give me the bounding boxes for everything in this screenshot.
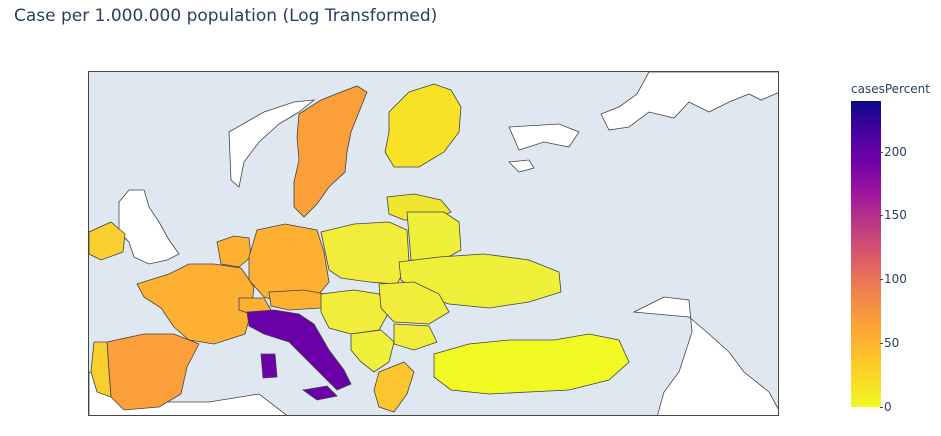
map-plot-area[interactable] (88, 71, 779, 416)
country-italy-sardinia[interactable] (260, 353, 278, 379)
land-north-island (508, 123, 580, 151)
country-bulgaria[interactable] (393, 323, 438, 351)
land-middle-east (632, 296, 778, 415)
country-belarus[interactable] (406, 211, 462, 263)
country-italy-sicily[interactable] (301, 385, 338, 401)
colorbar-tick-0: 0 (880, 400, 892, 414)
colorbar-tick-200: 200 (880, 145, 907, 159)
country-sweden[interactable] (293, 85, 368, 218)
land-norway-coast (228, 99, 316, 188)
land-lake (508, 159, 535, 173)
country-turkey[interactable] (433, 333, 630, 395)
europe-map[interactable] (89, 72, 779, 416)
country-finland[interactable] (384, 83, 462, 168)
colorbar (851, 101, 881, 407)
chart-title: Case per 1.000.000 population (Log Trans… (14, 6, 438, 26)
country-romania[interactable] (378, 281, 450, 325)
country-ireland[interactable] (89, 221, 126, 261)
land-northeast (600, 72, 778, 131)
country-italy[interactable] (246, 309, 352, 391)
country-france[interactable] (136, 263, 255, 345)
country-greece[interactable] (373, 361, 415, 413)
country-austria[interactable] (268, 289, 326, 311)
colorbar-tick-50: 50 (879, 336, 900, 350)
country-serbia[interactable] (350, 329, 395, 373)
colorbar-title: casesPercent (851, 82, 930, 96)
colorbar-tick-150: 150 (880, 208, 907, 222)
country-portugal[interactable] (90, 341, 112, 398)
colorbar-tick-100: 100 (880, 272, 907, 286)
land-great-britain (118, 189, 180, 265)
country-hungary[interactable] (320, 289, 390, 335)
